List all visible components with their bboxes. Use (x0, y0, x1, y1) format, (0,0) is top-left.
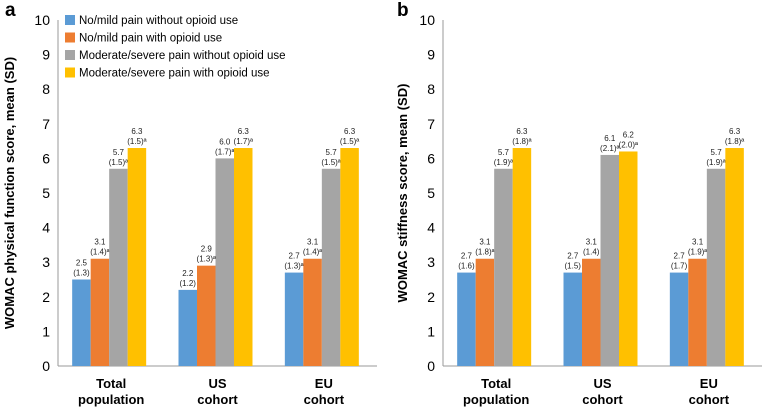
panel-letter: a (5, 0, 16, 21)
data-label: 2.7 (1.7) (671, 252, 688, 271)
y-tick-label: 10 (419, 12, 435, 28)
bar (512, 148, 532, 366)
data-label: 2.2 (1.2) (180, 269, 197, 288)
bar (725, 148, 744, 366)
y-tick-label: 4 (427, 220, 435, 236)
data-label: 2.5 (1.3) (73, 259, 90, 278)
y-tick-label: 2 (42, 289, 50, 305)
y-tick-label: 1 (427, 323, 435, 339)
y-tick-label: 9 (427, 47, 435, 63)
legend-label: Moderate/severe pain with opioid use (79, 68, 270, 80)
y-tick-label: 9 (42, 47, 50, 63)
bar (321, 168, 341, 366)
bar (90, 258, 110, 366)
bar (706, 168, 726, 366)
y-tick-label: 8 (427, 81, 435, 97)
bar (127, 148, 147, 366)
y-tick-label: 8 (42, 81, 50, 97)
legend-swatch (65, 67, 75, 78)
legend-swatch (65, 50, 75, 60)
bar (109, 168, 128, 366)
data-label: 3.1 (1.9)ª (688, 238, 707, 257)
data-label: 3.1 (1.4)ª (303, 238, 322, 257)
y-tick-label: 1 (42, 323, 50, 339)
x-category-label: US cohort (582, 376, 623, 407)
legend-swatch (65, 32, 75, 43)
y-tick-label: 6 (42, 150, 50, 166)
y-tick-label: 4 (42, 220, 50, 236)
panel-letter: b (397, 0, 409, 21)
legend-label: No/mild pain with opioid use (79, 33, 222, 45)
y-axis-title: WOMAC stiffness score, mean (SD) (395, 84, 410, 303)
x-category-label: EU cohort (689, 376, 730, 407)
bar (582, 258, 601, 366)
data-label: 2.7 (1.6) (458, 252, 475, 271)
data-label: 3.1 (1.8)ª (475, 238, 494, 257)
bar (619, 151, 638, 366)
y-tick-label: 3 (427, 254, 435, 270)
bar (563, 272, 582, 366)
y-tick-label: 0 (427, 358, 435, 374)
bar (688, 258, 707, 366)
y-tick-label: 6 (427, 150, 435, 166)
data-label: 2.9 (1.3)ª (197, 245, 216, 264)
y-tick-label: 7 (42, 116, 50, 132)
bar (197, 265, 216, 366)
data-label: 6.1 (2.1)ª (600, 134, 619, 153)
legend-swatch (65, 15, 75, 25)
legend-label: No/mild pain without opioid use (79, 15, 238, 27)
panel-b: b WOMAC stiffness score, mean (SD) 0 1 2 3 4 5 6… (395, 0, 762, 407)
y-tick-label: 10 (34, 12, 50, 28)
data-label: 6.3 (1.8)ª (512, 127, 531, 146)
panel-a: a WOMAC physical function score, mean (SD… (2, 0, 377, 407)
x-category-label: Total population (463, 376, 529, 407)
bar (457, 272, 476, 366)
bar (284, 272, 304, 366)
data-label: 2.7 (1.5) (565, 252, 582, 271)
bar (215, 158, 234, 366)
data-label: 6.3 (1.5)ª (127, 127, 146, 146)
data-label: 5.7 (1.5)ª (321, 148, 340, 167)
data-label: 6.3 (1.5)ª (340, 127, 359, 146)
bar (475, 258, 495, 366)
data-label: 6.0 (1.7)ª (215, 137, 234, 156)
bar (234, 148, 253, 366)
legend: No/mild pain without opioid use No/mild p… (65, 15, 286, 80)
y-tick-label: 7 (427, 116, 435, 132)
x-category-label: US cohort (197, 376, 238, 407)
data-label: 6.3 (1.7)ª (234, 127, 253, 146)
x-category-label: Total population (78, 376, 144, 407)
bar (669, 272, 689, 366)
legend-label: Moderate/severe pain without opioid use (79, 50, 286, 62)
data-label: 3.1 (1.4)ª (90, 238, 109, 257)
bar (303, 258, 322, 366)
data-label: 5.7 (1.9)ª (494, 148, 513, 167)
data-label: 2.7 (1.3)ª (284, 252, 303, 271)
data-label: 6.3 (1.8)ª (725, 127, 744, 146)
data-label: 6.2 (2.0)ª (619, 130, 638, 149)
bar (72, 279, 91, 366)
y-tick-label: 5 (42, 185, 50, 201)
data-label: 5.7 (1.5)ª (109, 148, 128, 167)
data-label: 5.7 (1.9)ª (706, 148, 725, 167)
bar (494, 168, 513, 366)
x-category-label: EU cohort (304, 376, 345, 407)
bar (600, 154, 619, 366)
y-axis-title: WOMAC physical function score, mean (SD) (2, 57, 17, 329)
bar (178, 289, 197, 366)
y-tick-label: 5 (427, 185, 435, 201)
bar (340, 148, 359, 366)
data-label: 3.1 (1.4) (583, 238, 600, 257)
y-tick-label: 2 (427, 289, 435, 305)
y-tick-label: 3 (42, 254, 50, 270)
y-tick-label: 0 (42, 358, 50, 374)
